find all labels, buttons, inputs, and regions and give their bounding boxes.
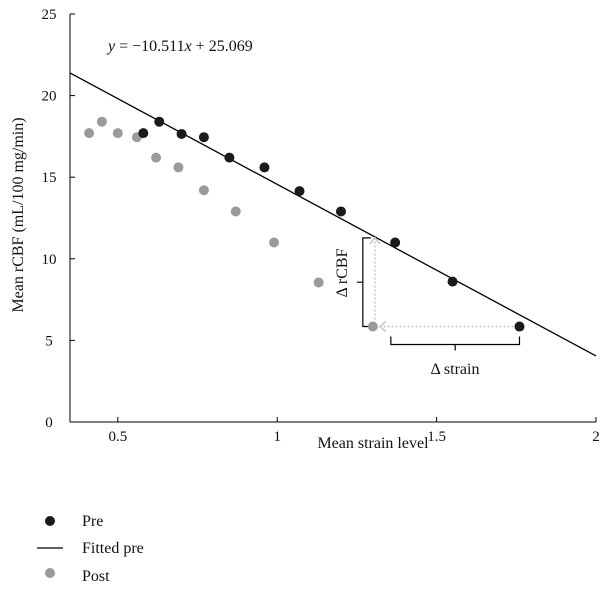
legend-fit-label: Fitted pre <box>82 540 144 557</box>
delta-strain-arrowhead <box>378 320 387 333</box>
x-tick-label: 1.5 <box>427 429 446 445</box>
svg-text:y = −10.511x + 25.069: y = −10.511x + 25.069 <box>106 38 253 55</box>
pre-point <box>176 128 187 139</box>
post-point <box>96 116 107 127</box>
y-tick-label: 25 <box>42 7 57 23</box>
y-tick-label: 20 <box>42 89 57 105</box>
post-point <box>84 128 95 139</box>
x-tick-label: 2 <box>592 429 600 445</box>
y-tick-label: 5 <box>45 333 53 349</box>
legend-post-label: Post <box>82 568 110 585</box>
pre-point <box>138 128 149 139</box>
equation-intercept: + 25.069 <box>192 38 253 55</box>
x-axis-title: Mean strain level <box>317 435 429 452</box>
post-point <box>198 185 209 196</box>
legend-post-marker <box>45 568 55 578</box>
equation-slope: = −10.511 <box>115 38 184 55</box>
post-point <box>367 321 378 332</box>
pre-point <box>447 276 458 287</box>
pre-point <box>224 152 235 163</box>
pre-point <box>259 162 270 173</box>
x-tick-label: 1 <box>273 429 281 445</box>
fit-equation: y = −10.511x + 25.069 <box>106 38 253 55</box>
x-tick-label: 0.5 <box>108 429 127 445</box>
legend-pre-label: Pre <box>82 513 103 530</box>
legend-pre-marker <box>45 516 55 526</box>
fitted-pre-line <box>69 72 597 357</box>
pre-point <box>294 186 305 197</box>
legend: Pre Fitted pre Post <box>37 513 144 585</box>
y-axis-title: Mean rCBF (mL/100 mg/min) <box>10 117 27 312</box>
pre-point <box>335 206 346 217</box>
delta-strain-bracket <box>390 336 521 351</box>
equation-y: y <box>106 38 116 55</box>
post-point <box>313 277 324 288</box>
equation-x: x <box>184 38 192 55</box>
pre-point <box>154 116 165 127</box>
delta-strain-label: Δ strain <box>431 361 480 378</box>
post-point <box>173 162 184 173</box>
post-point <box>230 206 241 217</box>
delta-rcbf-bracket <box>356 237 371 328</box>
y-tick-label: 0 <box>45 415 53 431</box>
delta-rcbf-label: Δ rCBF <box>334 248 351 297</box>
delta-rcbf-arrowhead <box>369 236 381 245</box>
post-point <box>269 237 280 248</box>
pre-point <box>514 321 525 332</box>
post-point <box>112 128 123 139</box>
pre-point <box>390 237 401 248</box>
y-tick-label: 15 <box>42 170 57 186</box>
pre-point <box>198 132 209 143</box>
y-tick-label: 10 <box>42 252 57 268</box>
post-point <box>151 152 162 163</box>
